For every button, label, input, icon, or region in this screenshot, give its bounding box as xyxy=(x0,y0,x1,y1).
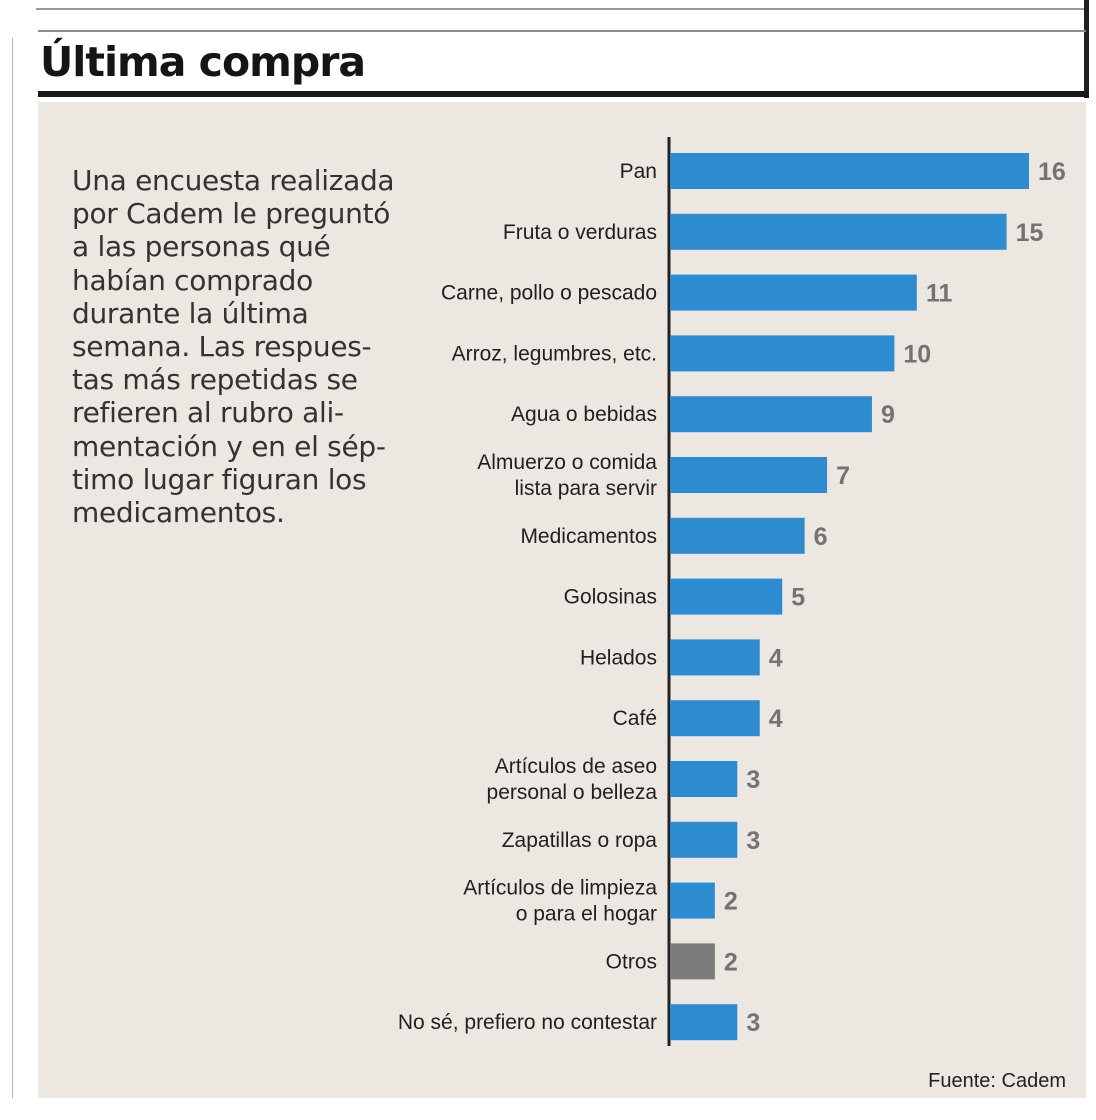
value-label-9: 4 xyxy=(769,705,783,733)
category-label-8: Helados xyxy=(580,646,657,669)
category-label-7: Golosinas xyxy=(564,586,657,609)
bar-14 xyxy=(670,1004,738,1041)
bar-5 xyxy=(670,457,828,493)
right-frame-rule xyxy=(1084,0,1089,98)
bar-2 xyxy=(670,274,917,311)
value-label-13: 2 xyxy=(724,948,738,976)
value-label-5: 7 xyxy=(836,462,850,490)
value-label-6: 6 xyxy=(814,523,828,551)
bar-6 xyxy=(670,517,805,554)
category-label-2: Carne, pollo o pescado xyxy=(441,282,657,305)
category-label-12: Artículos de limpieza o para el hogar xyxy=(463,877,657,926)
bar-0 xyxy=(670,153,1029,189)
category-label-11: Zapatillas o ropa xyxy=(502,829,658,852)
category-label-5: Almuerzo o comida lista para servir xyxy=(477,451,657,500)
top-divider xyxy=(36,8,1086,10)
chart-panel xyxy=(38,102,1086,1098)
value-label-2: 11 xyxy=(926,280,953,308)
bar-12 xyxy=(670,882,715,919)
value-label-7: 5 xyxy=(791,584,805,612)
category-label-9: Café xyxy=(613,707,657,730)
value-label-11: 3 xyxy=(746,827,760,855)
value-label-4: 9 xyxy=(881,401,895,429)
category-label-6: Medicamentos xyxy=(520,525,657,548)
category-label-0: Pan xyxy=(620,160,657,183)
value-label-3: 10 xyxy=(903,340,931,368)
chart-description: Una encuesta realizada por Cadem le preg… xyxy=(72,164,395,530)
bar-13 xyxy=(670,943,715,980)
value-label-12: 2 xyxy=(724,888,738,916)
bar-11 xyxy=(670,821,738,858)
bar-10 xyxy=(670,761,738,797)
title-top-rule xyxy=(38,30,1086,32)
bar-8 xyxy=(670,639,760,676)
title-underline xyxy=(38,91,1089,97)
bar-1 xyxy=(670,213,1007,250)
category-label-4: Agua o bebidas xyxy=(511,403,657,426)
category-label-3: Arroz, legumbres, etc. xyxy=(452,342,657,365)
left-page-rule xyxy=(12,38,13,1098)
value-label-10: 3 xyxy=(746,766,760,794)
category-label-13: Otros xyxy=(606,950,657,973)
value-label-14: 3 xyxy=(746,1009,760,1037)
page-title: Última compra xyxy=(40,38,366,86)
category-label-14: No sé, prefiero no contestar xyxy=(398,1011,657,1034)
value-label-0: 16 xyxy=(1038,158,1066,186)
bar-4 xyxy=(670,396,872,433)
value-label-8: 4 xyxy=(769,644,783,672)
bar-9 xyxy=(670,700,760,737)
bar-3 xyxy=(670,335,895,372)
category-label-10: Artículos de aseo personal o belleza xyxy=(487,755,658,804)
category-label-1: Fruta o verduras xyxy=(503,221,657,244)
source-note: Fuente: Cadem xyxy=(928,1070,1066,1092)
value-label-1: 15 xyxy=(1016,219,1044,247)
bar-7 xyxy=(670,578,783,615)
